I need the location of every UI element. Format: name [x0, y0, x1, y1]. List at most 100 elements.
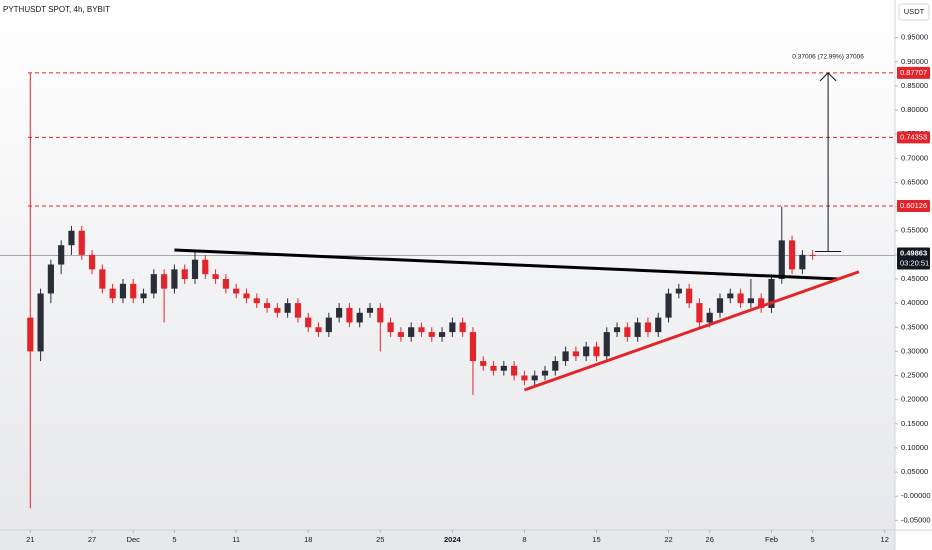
- candle-body: [438, 332, 446, 337]
- level-label-bg: [897, 199, 930, 212]
- candle-body: [78, 230, 85, 255]
- y-tick-label: 0.35000: [901, 322, 928, 331]
- candle-body: [222, 279, 229, 289]
- candle-body: [655, 317, 662, 333]
- candle-body: [150, 274, 157, 294]
- y-tick-label: 0.15000: [901, 419, 928, 428]
- candle-body: [336, 307, 343, 318]
- candle-body: [521, 375, 528, 381]
- candle-body: [572, 351, 579, 357]
- x-tick-label: 15: [592, 535, 600, 544]
- candle-body: [686, 288, 693, 304]
- x-tick-label: 27: [88, 535, 96, 544]
- candle-body: [511, 365, 518, 376]
- candle-body: [397, 332, 404, 337]
- y-tick-label: -0.00000: [901, 491, 931, 500]
- candle-body: [778, 240, 785, 279]
- measure-label: 0.37006 (72.99%) 37006: [792, 54, 864, 61]
- candle-body: [27, 317, 34, 352]
- y-tick-label: 0.70000: [901, 153, 928, 162]
- candle-body: [541, 370, 549, 376]
- candle-body: [171, 269, 178, 289]
- candle-body: [140, 293, 147, 299]
- candle-body: [315, 327, 322, 333]
- candle-body: [809, 254, 816, 256]
- candle-body: [613, 327, 621, 333]
- y-tick-label: 0.30000: [901, 346, 928, 355]
- candle-body: [366, 307, 374, 313]
- candle-body: [377, 307, 384, 323]
- candle-body: [274, 307, 281, 313]
- currency-box[interactable]: [898, 3, 930, 21]
- candle-body: [161, 274, 168, 289]
- candle-body: [387, 322, 394, 333]
- candle-body: [356, 312, 363, 323]
- x-tick-label: 8: [522, 535, 526, 544]
- y-tick-label: 0.80000: [901, 105, 928, 114]
- candle-body: [459, 322, 466, 333]
- candle-body: [562, 351, 569, 362]
- candle-body: [593, 346, 600, 357]
- y-tick-label: 0.95000: [901, 33, 928, 42]
- candle-body: [428, 332, 435, 337]
- countdown: 03:20:51: [900, 259, 929, 268]
- level-label: 0.87707: [900, 68, 927, 77]
- level-label-bg: [897, 66, 930, 79]
- y-tick-label: 0.20000: [901, 395, 928, 404]
- candle-body: [490, 365, 497, 371]
- last-price-bg: [897, 247, 930, 270]
- candle-body: [119, 283, 127, 299]
- y-tick-label: 0.05000: [901, 467, 928, 476]
- y-tick-label: 0.40000: [901, 298, 928, 307]
- candle-body: [675, 288, 682, 294]
- candle-body: [531, 375, 538, 381]
- level-label-bg: [897, 131, 930, 144]
- x-tick-label: 12: [881, 535, 889, 544]
- candle-body: [634, 322, 641, 337]
- measure-arrow: [819, 72, 837, 82]
- candle-body: [706, 312, 713, 323]
- candle-body: [243, 293, 250, 299]
- x-tick-label: Feb: [765, 535, 778, 544]
- x-tick-label: 25: [376, 535, 384, 544]
- currency: USDT: [904, 7, 925, 16]
- y-tick-label: 0.65000: [901, 177, 928, 186]
- candle-body: [212, 274, 219, 279]
- last-price-label: 0.49863: [900, 249, 927, 258]
- candle-body: [109, 288, 116, 299]
- candle-body: [603, 332, 610, 357]
- candle-body: [500, 365, 507, 371]
- candle-body: [305, 317, 312, 328]
- candle-body: [233, 288, 240, 294]
- candle-body: [418, 327, 425, 333]
- candle-body: [263, 303, 271, 308]
- candle-body: [47, 264, 54, 294]
- candle-body: [294, 303, 302, 318]
- candle-body: [583, 346, 590, 357]
- candle-body: [37, 293, 44, 352]
- candle-body: [191, 259, 199, 279]
- x-tick-label: 22: [664, 535, 672, 544]
- x-tick-label: 5: [172, 535, 176, 544]
- candle-body: [758, 298, 765, 308]
- y-tick-label: 0.55000: [901, 226, 928, 235]
- y-tick-label: 0.10000: [901, 443, 928, 452]
- y-tick-label: 0.45000: [901, 274, 928, 283]
- candle-body: [696, 303, 703, 323]
- y-tick-label: 0.90000: [901, 57, 928, 66]
- candle-body: [799, 254, 806, 270]
- candle-body: [284, 303, 291, 313]
- chart-title: PYTHUSDT SPOT, 4h, BYBIT: [3, 5, 110, 14]
- candle-body: [408, 327, 415, 337]
- x-tick-label: Dec: [127, 535, 141, 544]
- candle-body: [624, 327, 631, 337]
- candle-body: [99, 269, 106, 289]
- x-tick-label: 26: [706, 535, 714, 544]
- x-tick-label: 18: [304, 535, 312, 544]
- price-axis: [895, 0, 932, 550]
- trendline: [523, 270, 860, 392]
- candle-body: [68, 230, 75, 246]
- candle-body: [552, 361, 559, 371]
